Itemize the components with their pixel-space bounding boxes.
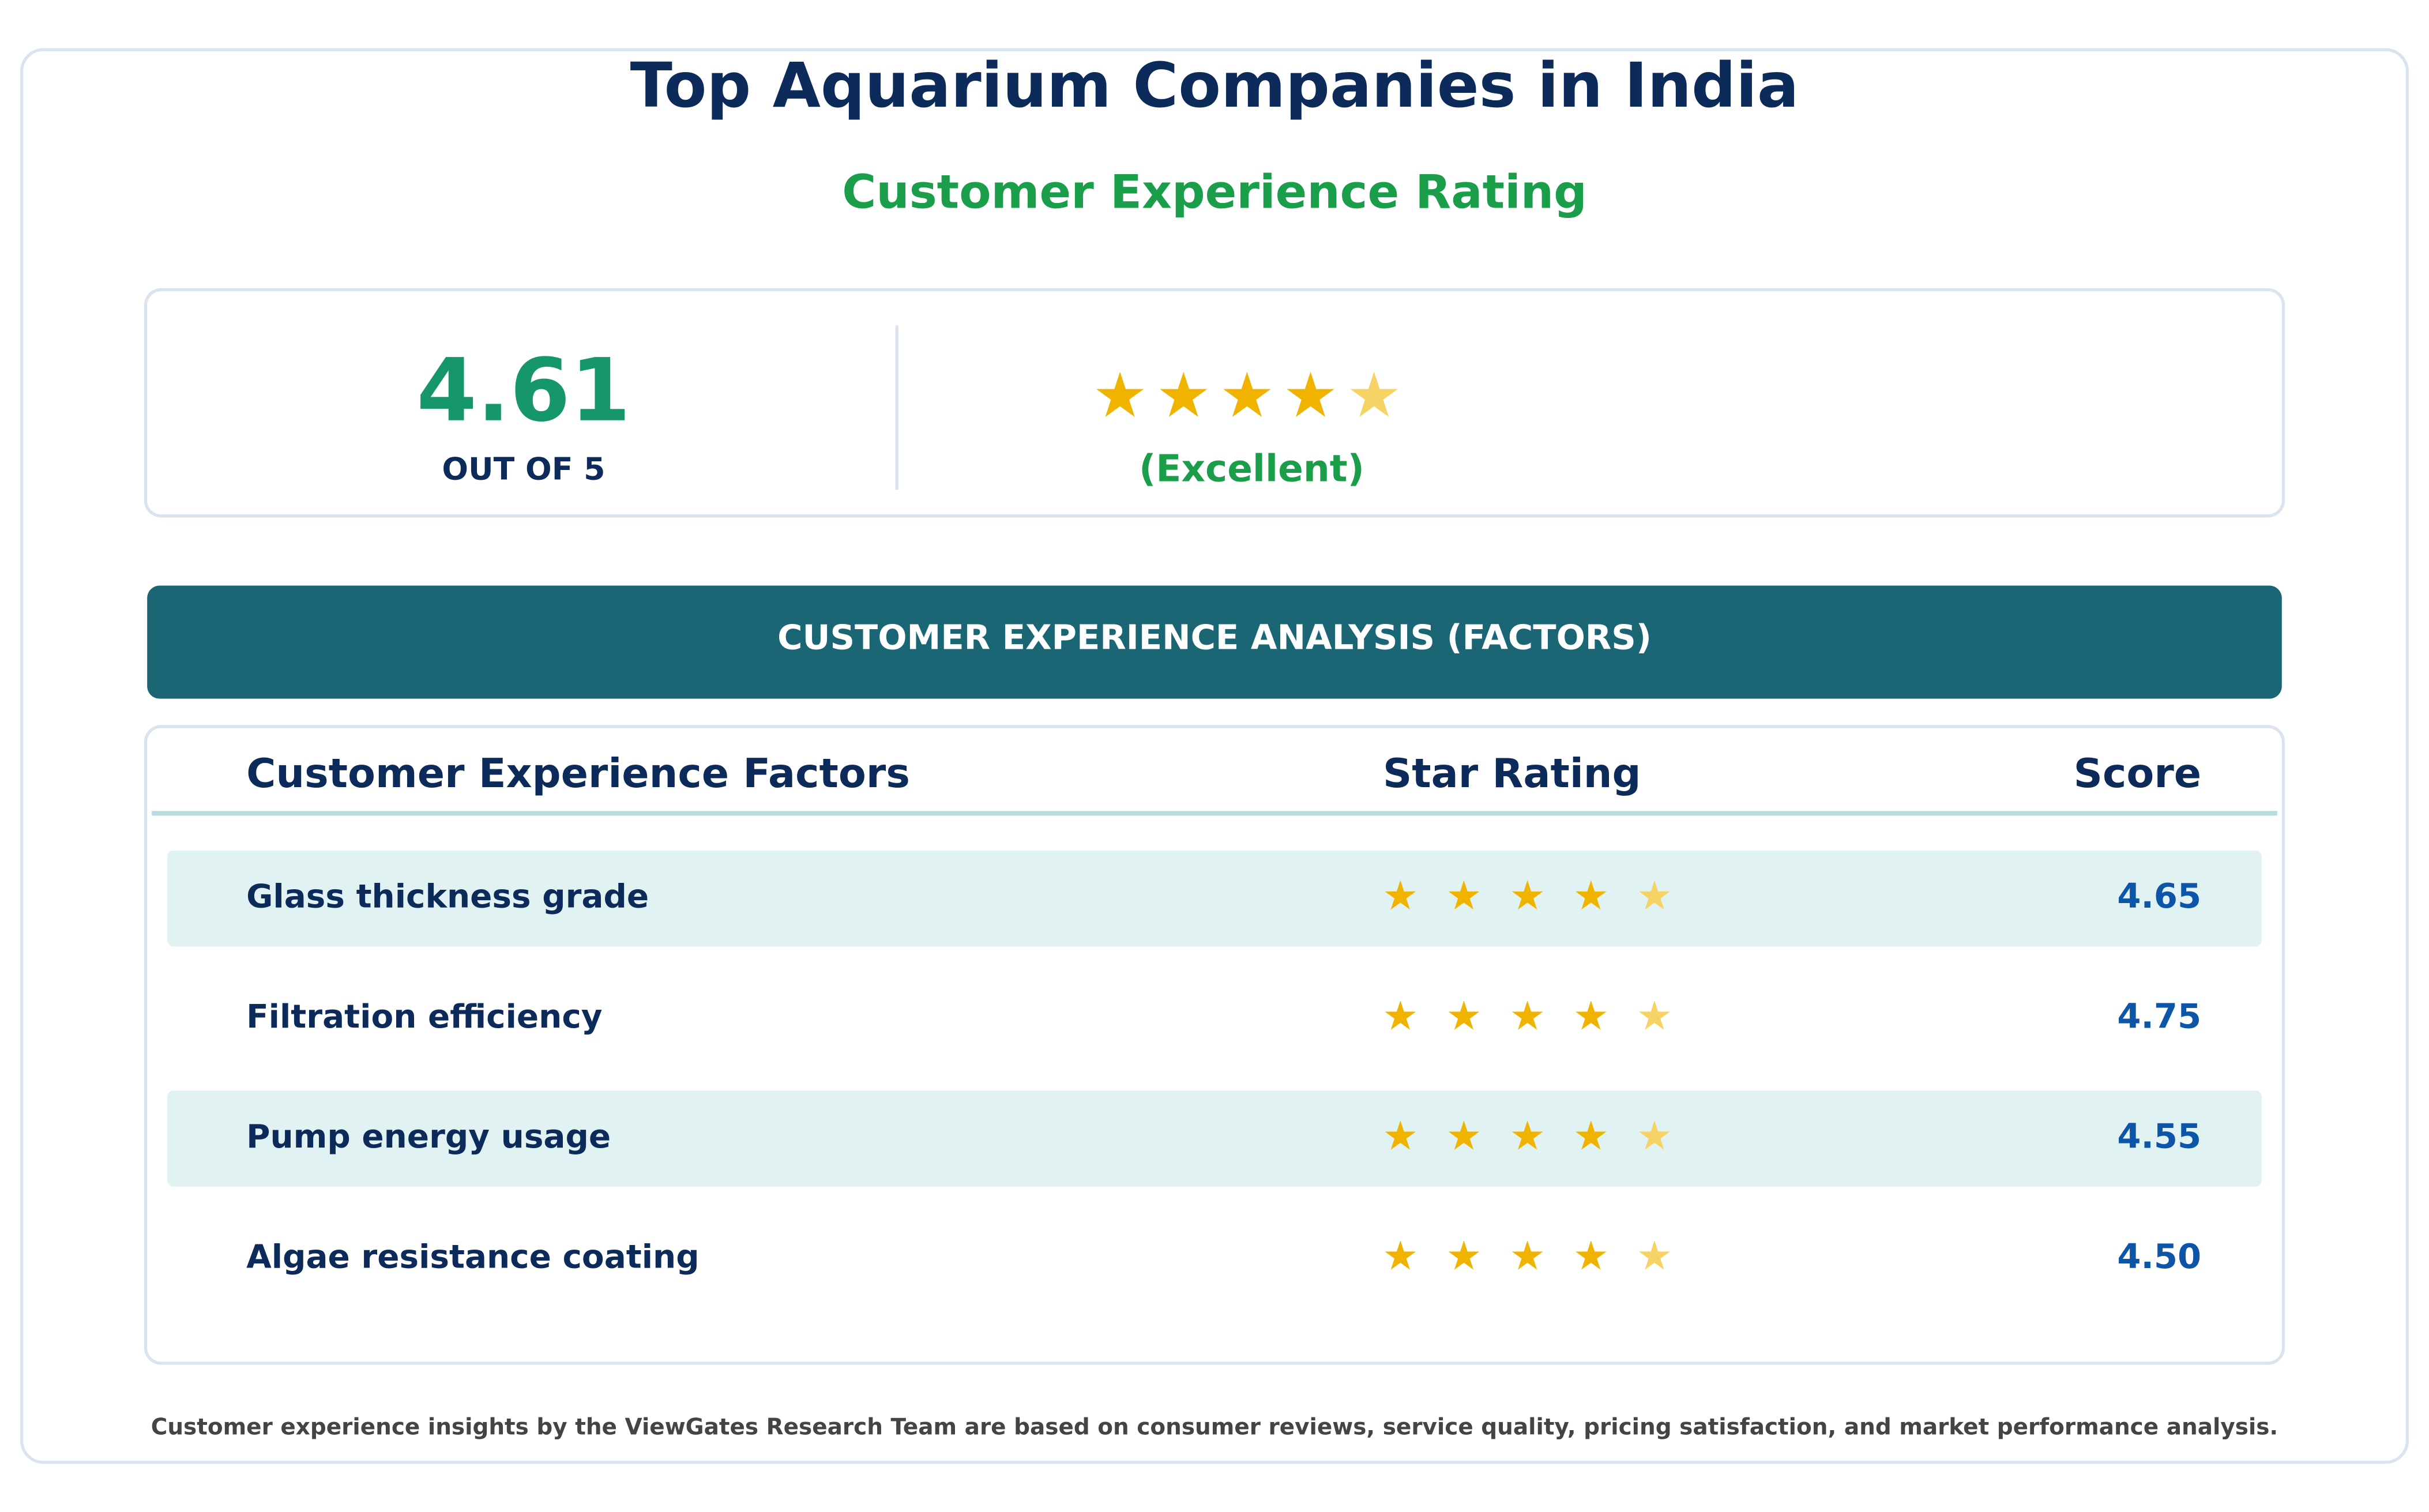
- star-icon: ★: [1382, 1113, 1419, 1160]
- star-icon: ★: [1509, 1113, 1546, 1160]
- banner-text: CUSTOMER EXPERIENCE ANALYSIS (FACTORS): [777, 618, 1652, 657]
- factor-score: 4.50: [2117, 1236, 2201, 1276]
- star-icon: ★: [1446, 1113, 1482, 1160]
- star-icon: ★: [1637, 1233, 1673, 1280]
- scale-label: OUT OF 5: [442, 450, 605, 487]
- factor-score: 4.65: [2117, 876, 2201, 916]
- column-header: Star Rating: [1383, 750, 1641, 797]
- star-icon: ★: [1382, 992, 1419, 1039]
- factor-name: Glass thickness grade: [246, 878, 649, 916]
- star-icon: ★: [1156, 359, 1211, 431]
- star-icon: ★: [1382, 1233, 1419, 1280]
- star-icon: ★: [1446, 872, 1482, 919]
- star-icon: ★: [1382, 872, 1419, 919]
- factor-score: 4.75: [2117, 996, 2201, 1036]
- factor-name: Filtration efficiency: [246, 998, 602, 1036]
- star-icon: ★: [1219, 359, 1274, 431]
- star-icon: ★: [1637, 872, 1673, 919]
- star-icon: ★: [1509, 992, 1546, 1039]
- row-bg: [167, 1090, 2262, 1187]
- column-header: Score: [2074, 750, 2201, 797]
- star-icon: ★: [1637, 992, 1673, 1039]
- star-icon: ★: [1283, 359, 1338, 431]
- star-icon: ★: [1347, 359, 1402, 431]
- summary-box: [144, 288, 2285, 518]
- overall-score: 4.61: [416, 340, 630, 441]
- verdict: (Excellent): [1139, 447, 1364, 490]
- star-icon: ★: [1446, 1233, 1482, 1280]
- factor-score: 4.55: [2117, 1116, 2201, 1156]
- star-icon: ★: [1573, 992, 1609, 1039]
- column-header: Customer Experience Factors: [246, 750, 910, 797]
- star-icon: ★: [1573, 1233, 1609, 1280]
- star-icon: ★: [1573, 1113, 1609, 1160]
- factor-name: Algae resistance coating: [246, 1238, 699, 1276]
- star-icon: ★: [1092, 359, 1148, 431]
- subtitle: Customer Experience Rating: [842, 166, 1587, 220]
- row-bg: [167, 850, 2262, 947]
- title: Top Aquarium Companies in India: [630, 50, 1799, 122]
- banner: [147, 585, 2282, 699]
- star-icon: ★: [1509, 872, 1546, 919]
- footer: Customer experience insights by the View…: [151, 1414, 2278, 1440]
- star-icon: ★: [1637, 1113, 1673, 1160]
- star-icon: ★: [1573, 872, 1609, 919]
- star-icon: ★: [1509, 1233, 1546, 1280]
- factor-name: Pump energy usage: [246, 1118, 611, 1156]
- star-icon: ★: [1446, 992, 1482, 1039]
